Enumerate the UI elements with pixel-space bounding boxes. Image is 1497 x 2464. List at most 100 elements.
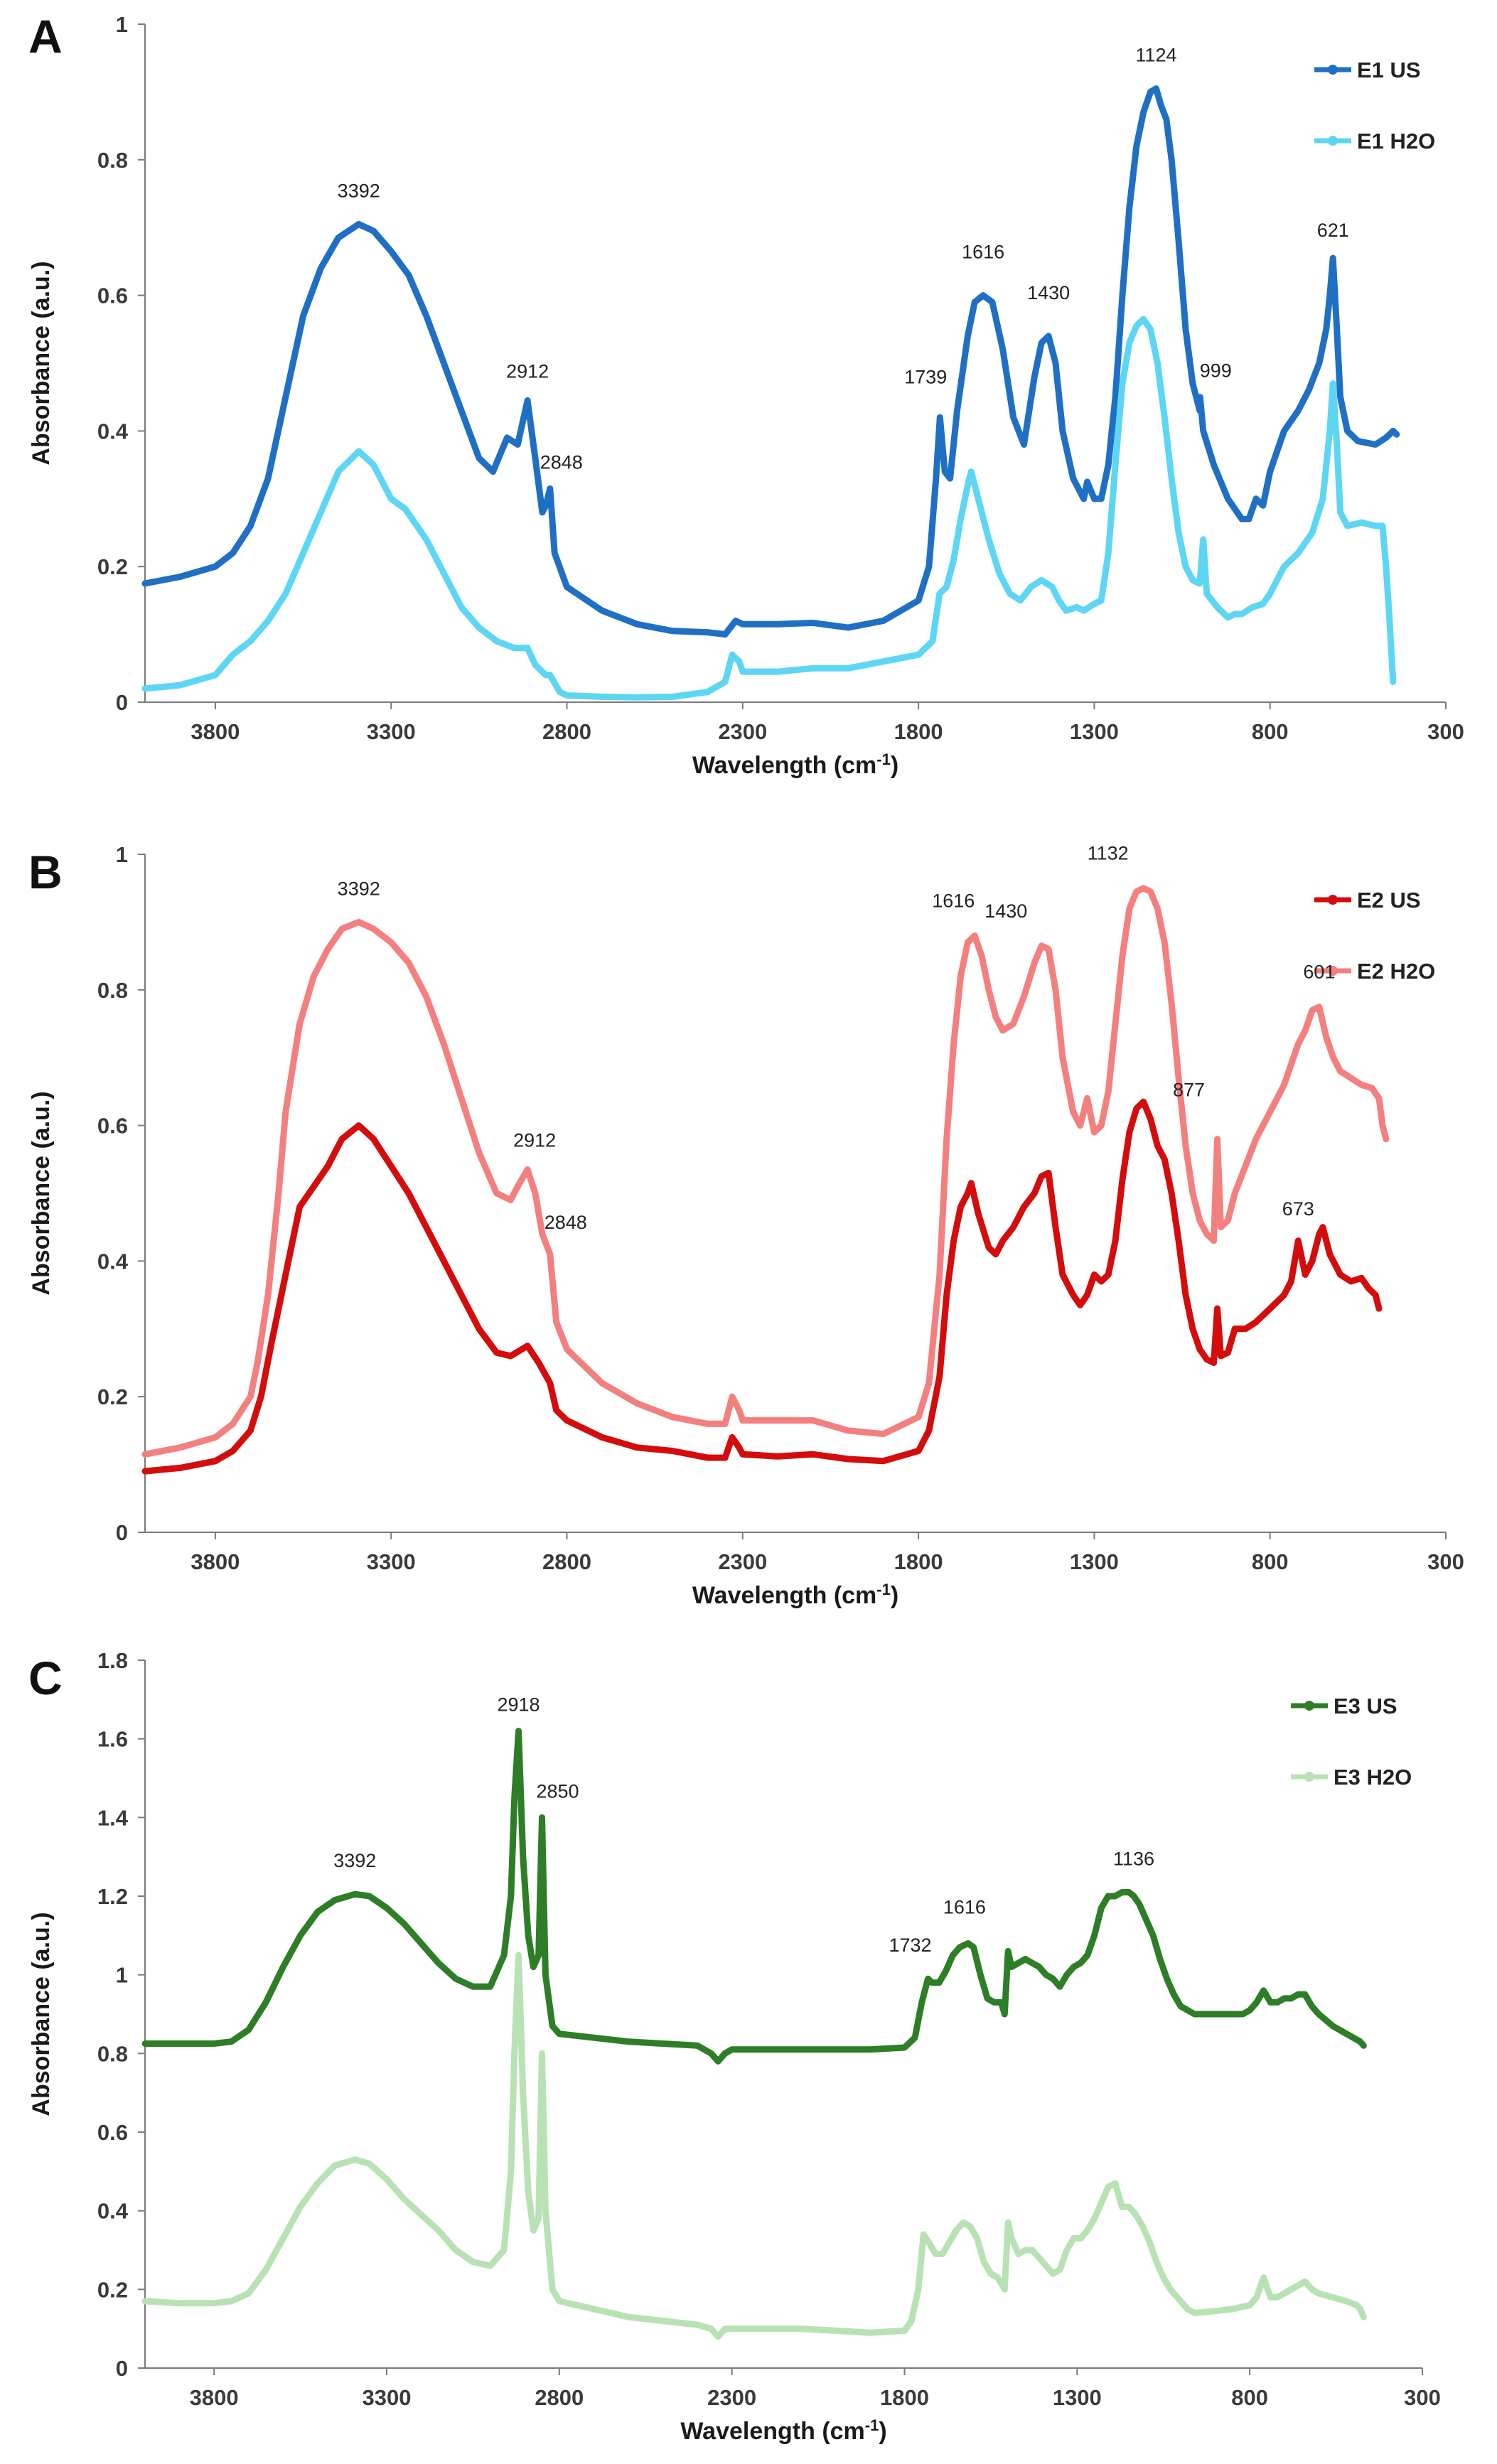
x-tick-label: 2800 [542, 719, 591, 744]
panel-label: B [28, 846, 63, 898]
series-line-e2-us [141, 1098, 1383, 1475]
legend-marker [1328, 65, 1338, 75]
y-tick-label: 0.2 [97, 2277, 128, 2302]
panel-c: C 0 0.2 0.4 0.6 0.8 1 1.2 1.4 1.6 1.8 3800 3300 2800 2… [28, 1648, 1441, 2445]
peak-annotation: 1732 [889, 1935, 931, 1956]
peak-annotation: 673 [1282, 1198, 1314, 1220]
x-tick-label: 2800 [542, 1549, 591, 1574]
y-axis-title: Absorbance (a.u.) [28, 1091, 55, 1295]
panel-label: A [28, 10, 63, 63]
x-tick-label: 800 [1231, 2385, 1268, 2410]
panel-b: B 0 0.2 0.4 0.6 0.8 1 3800 3300 2800 2300 1800 1300 8… [28, 842, 1464, 1609]
y-axis-title: Absorbance (a.u.) [28, 261, 55, 465]
y-tick-label: 0 [116, 2356, 128, 2381]
peak-annotation: 1739 [904, 366, 947, 387]
series-line-e2-h2o [141, 885, 1390, 1458]
x-tick-label: 2300 [718, 1549, 767, 1574]
legend-label: E2 H2O [1357, 959, 1435, 984]
peak-annotation: 621 [1317, 220, 1349, 241]
x-tick-label: 300 [1404, 2385, 1441, 2410]
y-tick-label: 1 [116, 842, 128, 867]
series-line-e1-us [141, 85, 1400, 638]
legend-label: E2 US [1357, 888, 1421, 913]
legend-label: E1 H2O [1357, 129, 1435, 154]
x-tick-label: 1800 [894, 719, 943, 744]
peak-annotation: 1430 [984, 900, 1027, 922]
legend-label: E3 H2O [1334, 1765, 1412, 1790]
y-tick-label: 0.4 [97, 2199, 129, 2224]
x-tick-label: 3300 [367, 719, 416, 744]
x-tick-label: 1800 [880, 2385, 929, 2410]
x-axis-title: Wavelength (cm-1) [692, 1581, 898, 1609]
y-tick-label: 0.4 [97, 419, 129, 443]
x-tick-label: 3800 [191, 1549, 240, 1574]
x-tick-label: 300 [1427, 719, 1464, 744]
peak-annotation: 3392 [338, 878, 380, 899]
y-tick-label: 0.8 [97, 148, 128, 173]
x-tick-label: 1300 [1070, 1549, 1119, 1574]
peak-annotation: 1136 [1113, 1848, 1154, 1869]
panel-label: C [28, 1652, 63, 1704]
y-axis-title: Absorbance (a.u.) [28, 1912, 55, 2116]
x-tick-label: 1300 [1053, 2385, 1102, 2410]
legend-marker [1328, 895, 1338, 905]
y-tick-label: 0.2 [97, 1384, 128, 1409]
y-tick-label: 0 [116, 690, 128, 715]
y-tick-label: 1.6 [97, 1727, 128, 1752]
y-tick-label: 0.6 [97, 1114, 128, 1139]
legend-label: E3 US [1334, 1694, 1397, 1718]
peak-annotation: 3392 [333, 1850, 376, 1871]
x-tick-label: 2300 [718, 719, 767, 744]
y-tick-label: 0.8 [97, 978, 128, 1003]
legend-label: E1 US [1357, 58, 1421, 82]
legend-marker [1328, 136, 1338, 146]
legend-marker [1304, 1701, 1314, 1711]
peak-annotation: 3392 [338, 180, 380, 201]
x-tick-label: 800 [1252, 1549, 1289, 1574]
peak-annotation: 1616 [932, 890, 975, 911]
x-tick-label: 3800 [191, 719, 240, 744]
x-tick-label: 2800 [535, 2385, 584, 2410]
peak-annotation: 2848 [544, 1212, 587, 1233]
y-tick-label: 0.6 [97, 284, 128, 308]
y-tick-label: 0 [116, 1520, 128, 1545]
peak-annotation: 2918 [497, 1694, 540, 1716]
peak-annotation: 2848 [540, 451, 583, 473]
y-tick-label: 1 [116, 1963, 128, 1988]
panel-a: A 0 0.2 0.4 0.6 0.8 1 3800 3300 2800 2300 1800 1300 8… [28, 10, 1464, 779]
y-tick-label: 0.4 [97, 1249, 129, 1274]
x-tick-label: 3800 [190, 2385, 239, 2410]
peak-annotation: 2912 [506, 360, 549, 382]
peak-annotation: 2850 [536, 1780, 579, 1802]
x-tick-label: 3300 [362, 2385, 411, 2410]
y-tick-label: 0.2 [97, 554, 128, 579]
peak-annotation: 1616 [962, 242, 1004, 263]
peak-annotation: 1616 [943, 1896, 986, 1917]
peak-annotation: 877 [1173, 1080, 1205, 1101]
peak-annotation: 601 [1303, 962, 1335, 983]
x-tick-label: 1300 [1070, 719, 1119, 744]
y-tick-label: 1.8 [97, 1648, 128, 1673]
peak-annotation: 2912 [513, 1130, 556, 1151]
x-tick-label: 1800 [894, 1549, 943, 1574]
series-line-e3-h2o [141, 1952, 1367, 2340]
series-line-e3-us [141, 1728, 1367, 2065]
peak-annotation: 999 [1200, 360, 1232, 382]
y-tick-label: 0.8 [97, 2041, 128, 2066]
y-tick-label: 1 [116, 12, 128, 37]
series-line-e1-h2o [141, 316, 1397, 701]
x-axis-title: Wavelength (cm-1) [680, 2416, 886, 2445]
y-tick-label: 1.2 [97, 1884, 128, 1909]
x-axis-title: Wavelength (cm-1) [692, 751, 898, 779]
legend-marker [1328, 966, 1338, 976]
x-tick-label: 300 [1427, 1549, 1464, 1574]
y-tick-label: 1.4 [97, 1805, 129, 1830]
x-tick-label: 2300 [707, 2385, 756, 2410]
x-tick-label: 3300 [367, 1549, 416, 1574]
x-tick-label: 800 [1252, 719, 1289, 744]
peak-annotation: 1124 [1135, 45, 1176, 66]
y-tick-label: 0.6 [97, 2120, 128, 2145]
legend-marker [1304, 1772, 1314, 1782]
peak-annotation: 1132 [1088, 843, 1129, 864]
